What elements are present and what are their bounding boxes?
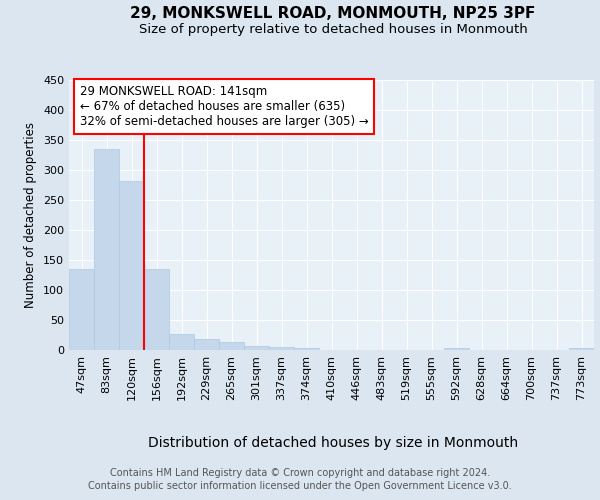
Bar	[119, 181, 144, 350]
Text: 29 MONKSWELL ROAD: 141sqm
← 67% of detached houses are smaller (635)
32% of semi: 29 MONKSWELL ROAD: 141sqm ← 67% of detac…	[79, 86, 368, 128]
Y-axis label: Number of detached properties: Number of detached properties	[25, 122, 37, 308]
Bar	[569, 348, 594, 350]
Bar	[444, 348, 469, 350]
Bar	[69, 269, 94, 350]
Text: 29, MONKSWELL ROAD, MONMOUTH, NP25 3PF: 29, MONKSWELL ROAD, MONMOUTH, NP25 3PF	[130, 6, 536, 20]
Bar	[294, 348, 319, 350]
Bar	[194, 339, 219, 350]
Bar	[144, 269, 169, 350]
Text: Contains HM Land Registry data © Crown copyright and database right 2024.: Contains HM Land Registry data © Crown c…	[110, 468, 490, 478]
Bar	[244, 346, 269, 350]
Text: Distribution of detached houses by size in Monmouth: Distribution of detached houses by size …	[148, 436, 518, 450]
Text: Size of property relative to detached houses in Monmouth: Size of property relative to detached ho…	[139, 22, 527, 36]
Bar	[219, 342, 244, 350]
Bar	[169, 334, 194, 350]
Bar	[94, 149, 119, 350]
Bar	[269, 347, 294, 350]
Text: Contains public sector information licensed under the Open Government Licence v3: Contains public sector information licen…	[88, 481, 512, 491]
